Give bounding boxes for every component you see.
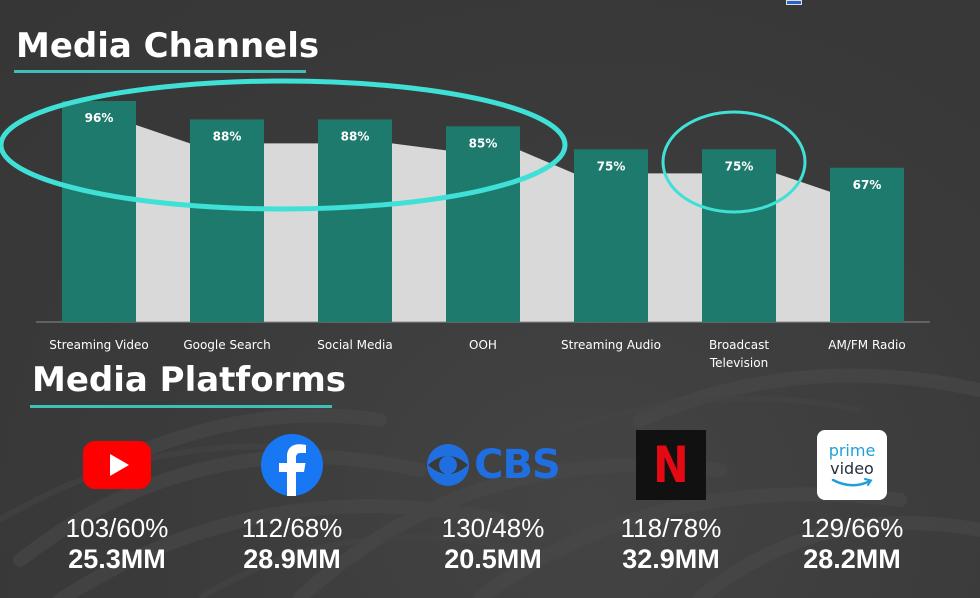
netflix-ratio: 118/78% (620, 513, 722, 543)
bar-value-label: 96% (85, 111, 114, 125)
channels-title-underline (14, 70, 306, 73)
bar-broadcast-television (702, 149, 776, 322)
cbs-logo-text: CBS (474, 442, 561, 488)
bar-google-search (190, 119, 264, 323)
cbs-eye-icon (427, 444, 470, 486)
category-label: Streaming Audio (561, 338, 661, 352)
bar-value-label: 85% (469, 136, 498, 150)
platform-facebook: 112/68% 28.9MM (202, 425, 382, 575)
bar-value-label: 75% (725, 159, 754, 173)
platform-cbs: CBS 130/48% 20.5MM (403, 425, 583, 575)
netflix-icon: N (581, 425, 761, 505)
category-label: AM/FM Radio (828, 338, 905, 352)
youtube-ratio: 103/60% (65, 513, 169, 543)
platform-youtube: 103/60% 25.3MM (27, 425, 207, 575)
prime-smile-icon (831, 478, 873, 487)
bar-ooh (446, 126, 520, 323)
category-label: Television (709, 356, 768, 370)
prime-logo-line2: video (830, 459, 874, 478)
prime-logo-line1: prime (828, 441, 876, 460)
media-channels-chart: 96% Streaming Video 88% Google Search 88% Soc… (0, 78, 930, 370)
channels-title: Media Channels (16, 26, 320, 66)
category-label: Broadcast (709, 338, 769, 352)
bar-social-media (318, 119, 392, 323)
category-label: Social Media (317, 338, 392, 352)
category-label: Google Search (183, 338, 270, 352)
bar-am-fm-radio (830, 167, 904, 322)
platform-prime-video: prime video 129/66% 28.2MM (762, 425, 942, 575)
facebook-reach: 28.9MM (243, 544, 341, 574)
cbs-reach: 20.5MM (444, 544, 542, 574)
category-label: Streaming Video (49, 338, 148, 352)
facebook-ratio: 112/68% (241, 513, 343, 543)
platforms-title-underline (30, 405, 332, 408)
category-label: OOH (469, 338, 497, 352)
bar-value-label: 88% (341, 129, 370, 143)
bar-streaming-audio (574, 149, 648, 322)
bar-streaming-video (62, 101, 136, 322)
highlight-ellipse-broadcast (661, 110, 807, 214)
bar-value-label: 75% (597, 159, 626, 173)
bar-value-label: 88% (213, 129, 242, 143)
prime-video-icon: prime video (762, 425, 942, 505)
cbs-icon: CBS (403, 425, 583, 505)
bar-value-label: 67% (853, 178, 882, 192)
netflix-logo-text: N (653, 436, 689, 494)
youtube-reach: 25.3MM (68, 544, 166, 574)
platforms-title: Media Platforms (32, 360, 347, 400)
prime-video-reach: 28.2MM (803, 544, 901, 574)
highlight-ellipse-top-channels (0, 78, 568, 212)
cbs-ratio: 130/48% (441, 513, 545, 543)
youtube-icon (27, 425, 207, 505)
facebook-icon (202, 425, 382, 505)
prime-video-ratio: 129/66% (800, 513, 904, 543)
platform-netflix: N 118/78% 32.9MM (581, 425, 761, 575)
corner-mark (786, 0, 802, 5)
netflix-reach: 32.9MM (622, 544, 720, 574)
